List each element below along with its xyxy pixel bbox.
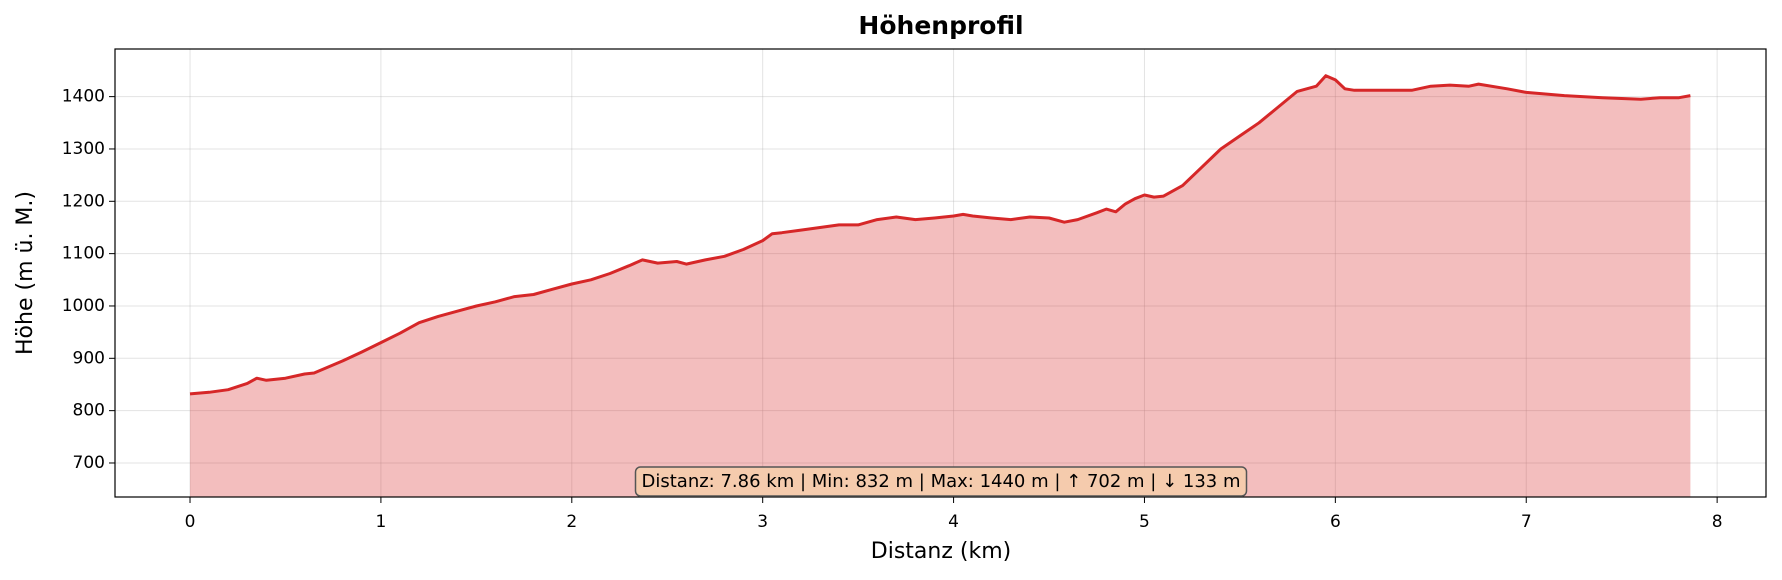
plot-frame [114, 48, 1767, 498]
y-tick-label: 1200 [62, 191, 105, 211]
y-tick-label: 1300 [62, 139, 105, 159]
x-tick-label: 4 [948, 512, 959, 532]
x-tick-label: 2 [566, 512, 577, 532]
annotation-box: Distanz: 7.86 km | Min: 832 m | Max: 144… [634, 466, 1248, 497]
x-tick-label: 3 [757, 512, 768, 532]
x-tick-label: 8 [1712, 512, 1723, 532]
y-tick-label: 900 [73, 348, 105, 368]
x-axis-label: Distanz (km) [871, 539, 1011, 564]
x-tick-label: 5 [1139, 512, 1150, 532]
y-tick-label: 800 [73, 401, 105, 421]
y-tick-label: 1000 [62, 296, 105, 316]
annotation-background [634, 466, 1248, 497]
y-tick-label: 1100 [62, 244, 105, 264]
x-tick-label: 1 [375, 512, 386, 532]
x-tick-label: 0 [185, 512, 196, 532]
y-tick-label: 1400 [62, 87, 105, 107]
line [189, 74, 1691, 396]
y-axis-label: Höhe (m ü. M.) [13, 191, 38, 355]
x-tick-label: 6 [1330, 512, 1341, 532]
chart-title: Höhenprofil [858, 11, 1023, 40]
x-tick-label: 7 [1521, 512, 1532, 532]
area [190, 75, 1691, 497]
y-tick-label: 700 [73, 453, 105, 473]
annotation-text: Distanz: 7.86 km | Min: 832 m | Max: 144… [642, 471, 1241, 492]
